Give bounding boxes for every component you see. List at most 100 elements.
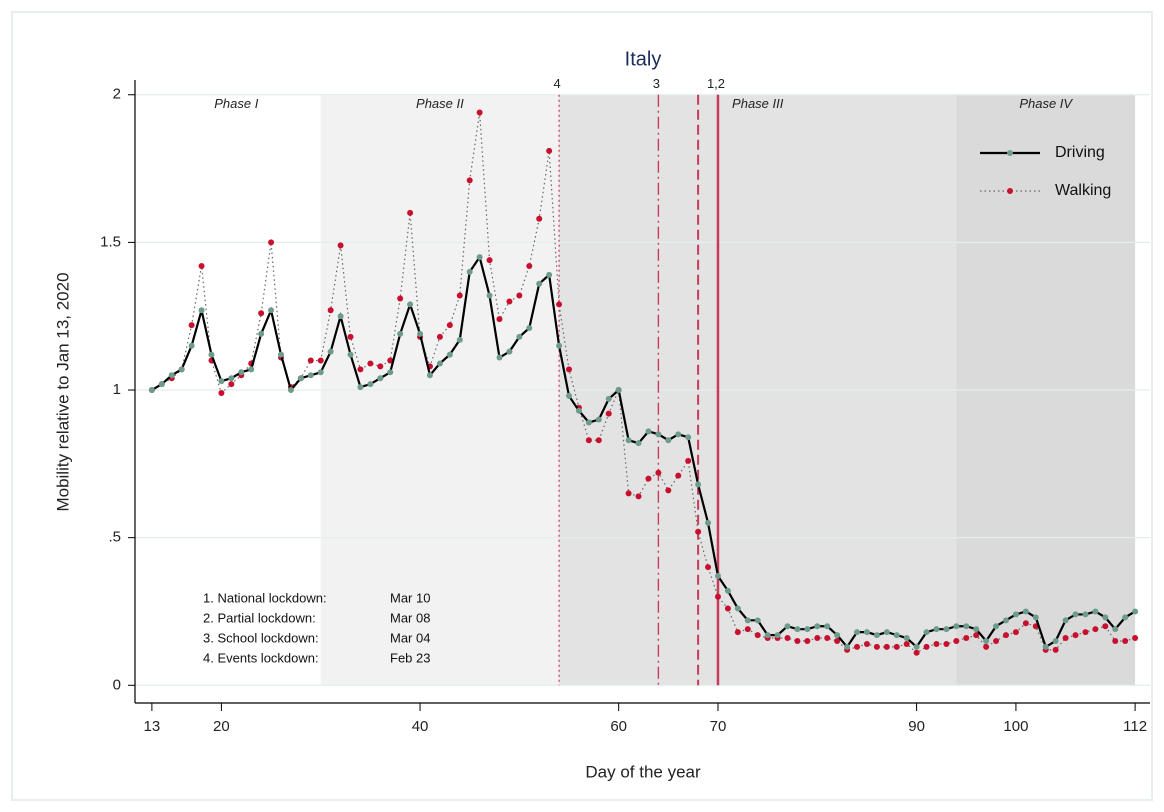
data-point [1132, 635, 1139, 642]
data-point [387, 369, 394, 376]
y-tick-label: 1.5 [100, 233, 121, 250]
data-point [556, 301, 563, 308]
y-tick-label: 1 [113, 381, 121, 398]
data-point [695, 481, 702, 488]
data-point [476, 254, 483, 261]
phase-label: Phase II [416, 96, 464, 111]
data-point [893, 632, 900, 639]
data-point [575, 407, 582, 414]
event-label: 1,2 [707, 76, 725, 91]
data-point [814, 623, 821, 630]
data-point [377, 375, 384, 382]
data-point [347, 351, 354, 358]
data-point [923, 643, 930, 650]
data-point [863, 629, 870, 636]
data-point [973, 626, 980, 633]
data-point [148, 387, 155, 394]
data-point [625, 490, 632, 497]
data-point [367, 381, 374, 388]
data-point [873, 632, 880, 639]
data-point [1102, 623, 1109, 630]
data-point [834, 632, 841, 639]
data-point [605, 395, 612, 402]
event-label: 4 [553, 76, 560, 91]
data-point [1052, 637, 1059, 644]
data-point [804, 637, 811, 644]
data-point [486, 292, 493, 299]
data-point [873, 643, 880, 650]
data-point [585, 419, 592, 426]
data-point [486, 257, 493, 264]
data-point [993, 623, 1000, 630]
data-point [566, 366, 573, 373]
data-point [188, 322, 195, 329]
data-point [446, 322, 453, 329]
x-tick-label: 100 [1003, 718, 1028, 735]
y-axis-label: Mobility relative to Jan 13, 2020 [53, 272, 72, 511]
data-point [714, 593, 721, 600]
data-point [337, 313, 344, 320]
data-point [1042, 643, 1049, 650]
data-point [1032, 614, 1039, 621]
data-point [903, 640, 910, 647]
data-point [645, 428, 652, 435]
data-point [953, 623, 960, 630]
data-point [1082, 629, 1089, 636]
data-point [546, 271, 553, 278]
data-point [496, 316, 503, 323]
data-point [546, 147, 553, 154]
data-point [287, 387, 294, 394]
data-point [854, 643, 861, 650]
data-point [297, 375, 304, 382]
data-point [1062, 635, 1069, 642]
data-point [1112, 626, 1119, 633]
data-point [1012, 629, 1019, 636]
data-point [506, 298, 513, 305]
data-point [675, 472, 682, 479]
x-tick-label: 13 [144, 718, 161, 735]
data-point [436, 333, 443, 340]
data-point [943, 640, 950, 647]
data-point [883, 629, 890, 636]
data-point [466, 177, 473, 184]
data-point [993, 637, 1000, 644]
data-point [595, 416, 602, 423]
data-point [635, 440, 642, 447]
data-point [675, 431, 682, 438]
data-point [983, 637, 990, 644]
data-point [1002, 617, 1009, 624]
data-point [963, 635, 970, 642]
data-point [327, 307, 334, 314]
data-point [536, 215, 543, 222]
note-date: Mar 10 [390, 590, 430, 605]
data-point [198, 263, 205, 270]
data-point [863, 640, 870, 647]
data-point [516, 333, 523, 340]
data-point [655, 431, 662, 438]
data-point [824, 623, 831, 630]
y-tick-label: .5 [108, 529, 121, 546]
data-point [1072, 611, 1079, 618]
data-point [734, 605, 741, 612]
data-point [774, 632, 781, 639]
note-text: 3. School lockdown: [203, 630, 319, 645]
data-point [307, 372, 314, 379]
x-axis-label: Day of the year [585, 762, 701, 781]
data-point [357, 366, 364, 373]
data-point [705, 564, 712, 571]
phase-label: Phase IV [1019, 96, 1073, 111]
data-point [754, 617, 761, 624]
data-point [943, 626, 950, 633]
data-point [784, 635, 791, 642]
data-point [158, 381, 165, 388]
legend-label: Walking [1055, 182, 1111, 199]
data-point [685, 434, 692, 441]
note-date: Feb 23 [390, 650, 430, 665]
data-point [1092, 626, 1099, 633]
x-tick-label: 112 [1123, 718, 1147, 735]
data-point [178, 366, 185, 373]
phase-label: Phase I [214, 96, 258, 111]
data-point [724, 587, 731, 594]
data-point [754, 632, 761, 639]
data-point [317, 357, 324, 364]
